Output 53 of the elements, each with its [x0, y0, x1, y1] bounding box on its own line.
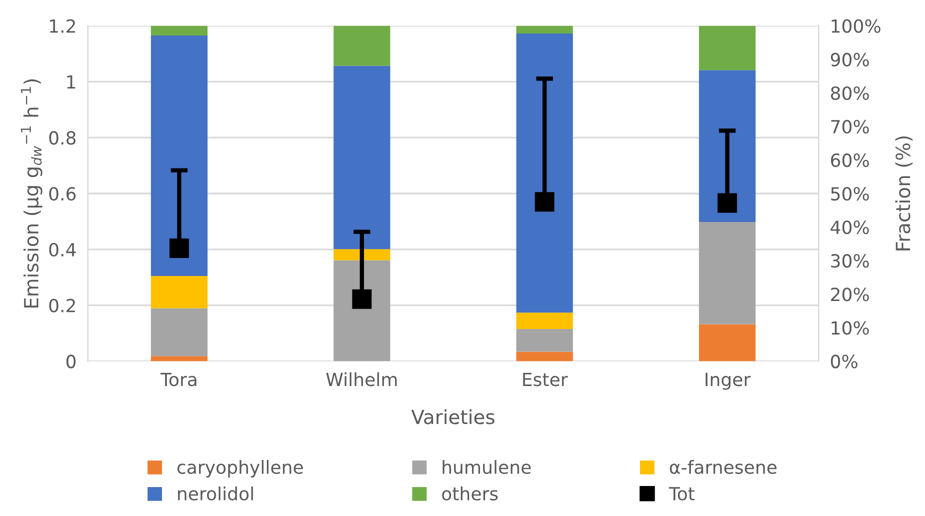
- y2-tick-label: 20%: [831, 288, 869, 302]
- x-tick-label: Wilhelm: [326, 372, 397, 386]
- y2-tick-label: 80%: [830, 86, 869, 100]
- x-tick-label: Ester: [523, 372, 568, 386]
- y2-tick-label: 50%: [831, 186, 869, 201]
- bar: [698, 70, 756, 222]
- bar: [698, 324, 756, 362]
- bar: [150, 356, 208, 362]
- y-tick-label: 1.2: [50, 19, 75, 33]
- bar: [150, 36, 208, 276]
- bar: [150, 26, 208, 36]
- bar: [516, 34, 573, 313]
- y2-tick-label: 30%: [831, 254, 869, 268]
- bar: [516, 312, 573, 329]
- x-tick-label: Tora: [160, 372, 196, 386]
- point: [718, 193, 738, 213]
- x-tick-label: Inger: [706, 372, 751, 390]
- bar: [150, 276, 208, 308]
- y-tick-label: 0.6: [49, 186, 76, 201]
- bar: [334, 249, 390, 260]
- y-axis-title: Emission (µg g$_{dw}$$^{−1}$ h$^{−1}$): [20, 79, 42, 308]
- y-tick-label: 0.2: [49, 298, 75, 312]
- legend-label: caryophyllene: [177, 460, 303, 478]
- y-tick-label: 0.8: [49, 131, 76, 145]
- bar: [334, 66, 390, 250]
- bar: [334, 260, 390, 362]
- point: [534, 192, 554, 212]
- legend-label: nerolidol: [178, 486, 253, 500]
- legend-label: others: [442, 486, 498, 500]
- bar: [516, 329, 573, 352]
- point: [352, 289, 372, 309]
- x-axis-title: Varieties: [411, 409, 494, 424]
- bar: [698, 26, 756, 70]
- y2-axis-title: Fraction (%): [895, 136, 913, 250]
- bar: [334, 26, 390, 66]
- legend-label: α-farnesene: [670, 460, 776, 474]
- bar: [150, 308, 208, 356]
- y2-tick-label: 10%: [832, 321, 869, 335]
- y2-tick-label: 40%: [830, 220, 869, 234]
- y2-tick-label: 60%: [830, 153, 869, 168]
- y-tick-label: 1: [67, 75, 76, 89]
- point: [169, 238, 189, 258]
- y2-tick-label: 0%: [830, 354, 858, 368]
- bar: [516, 26, 573, 34]
- y2-tick-label: 100%: [832, 19, 880, 33]
- y2-tick-label: 90%: [830, 52, 869, 66]
- y2-tick-label: 70%: [831, 120, 869, 134]
- legend-label: Tot: [668, 487, 695, 500]
- y-tick-label: 0.4: [49, 242, 76, 257]
- legend-label: humulene: [442, 460, 531, 474]
- bar: [698, 222, 756, 324]
- bar: [516, 352, 573, 362]
- y-tick-label: 0: [66, 354, 76, 368]
